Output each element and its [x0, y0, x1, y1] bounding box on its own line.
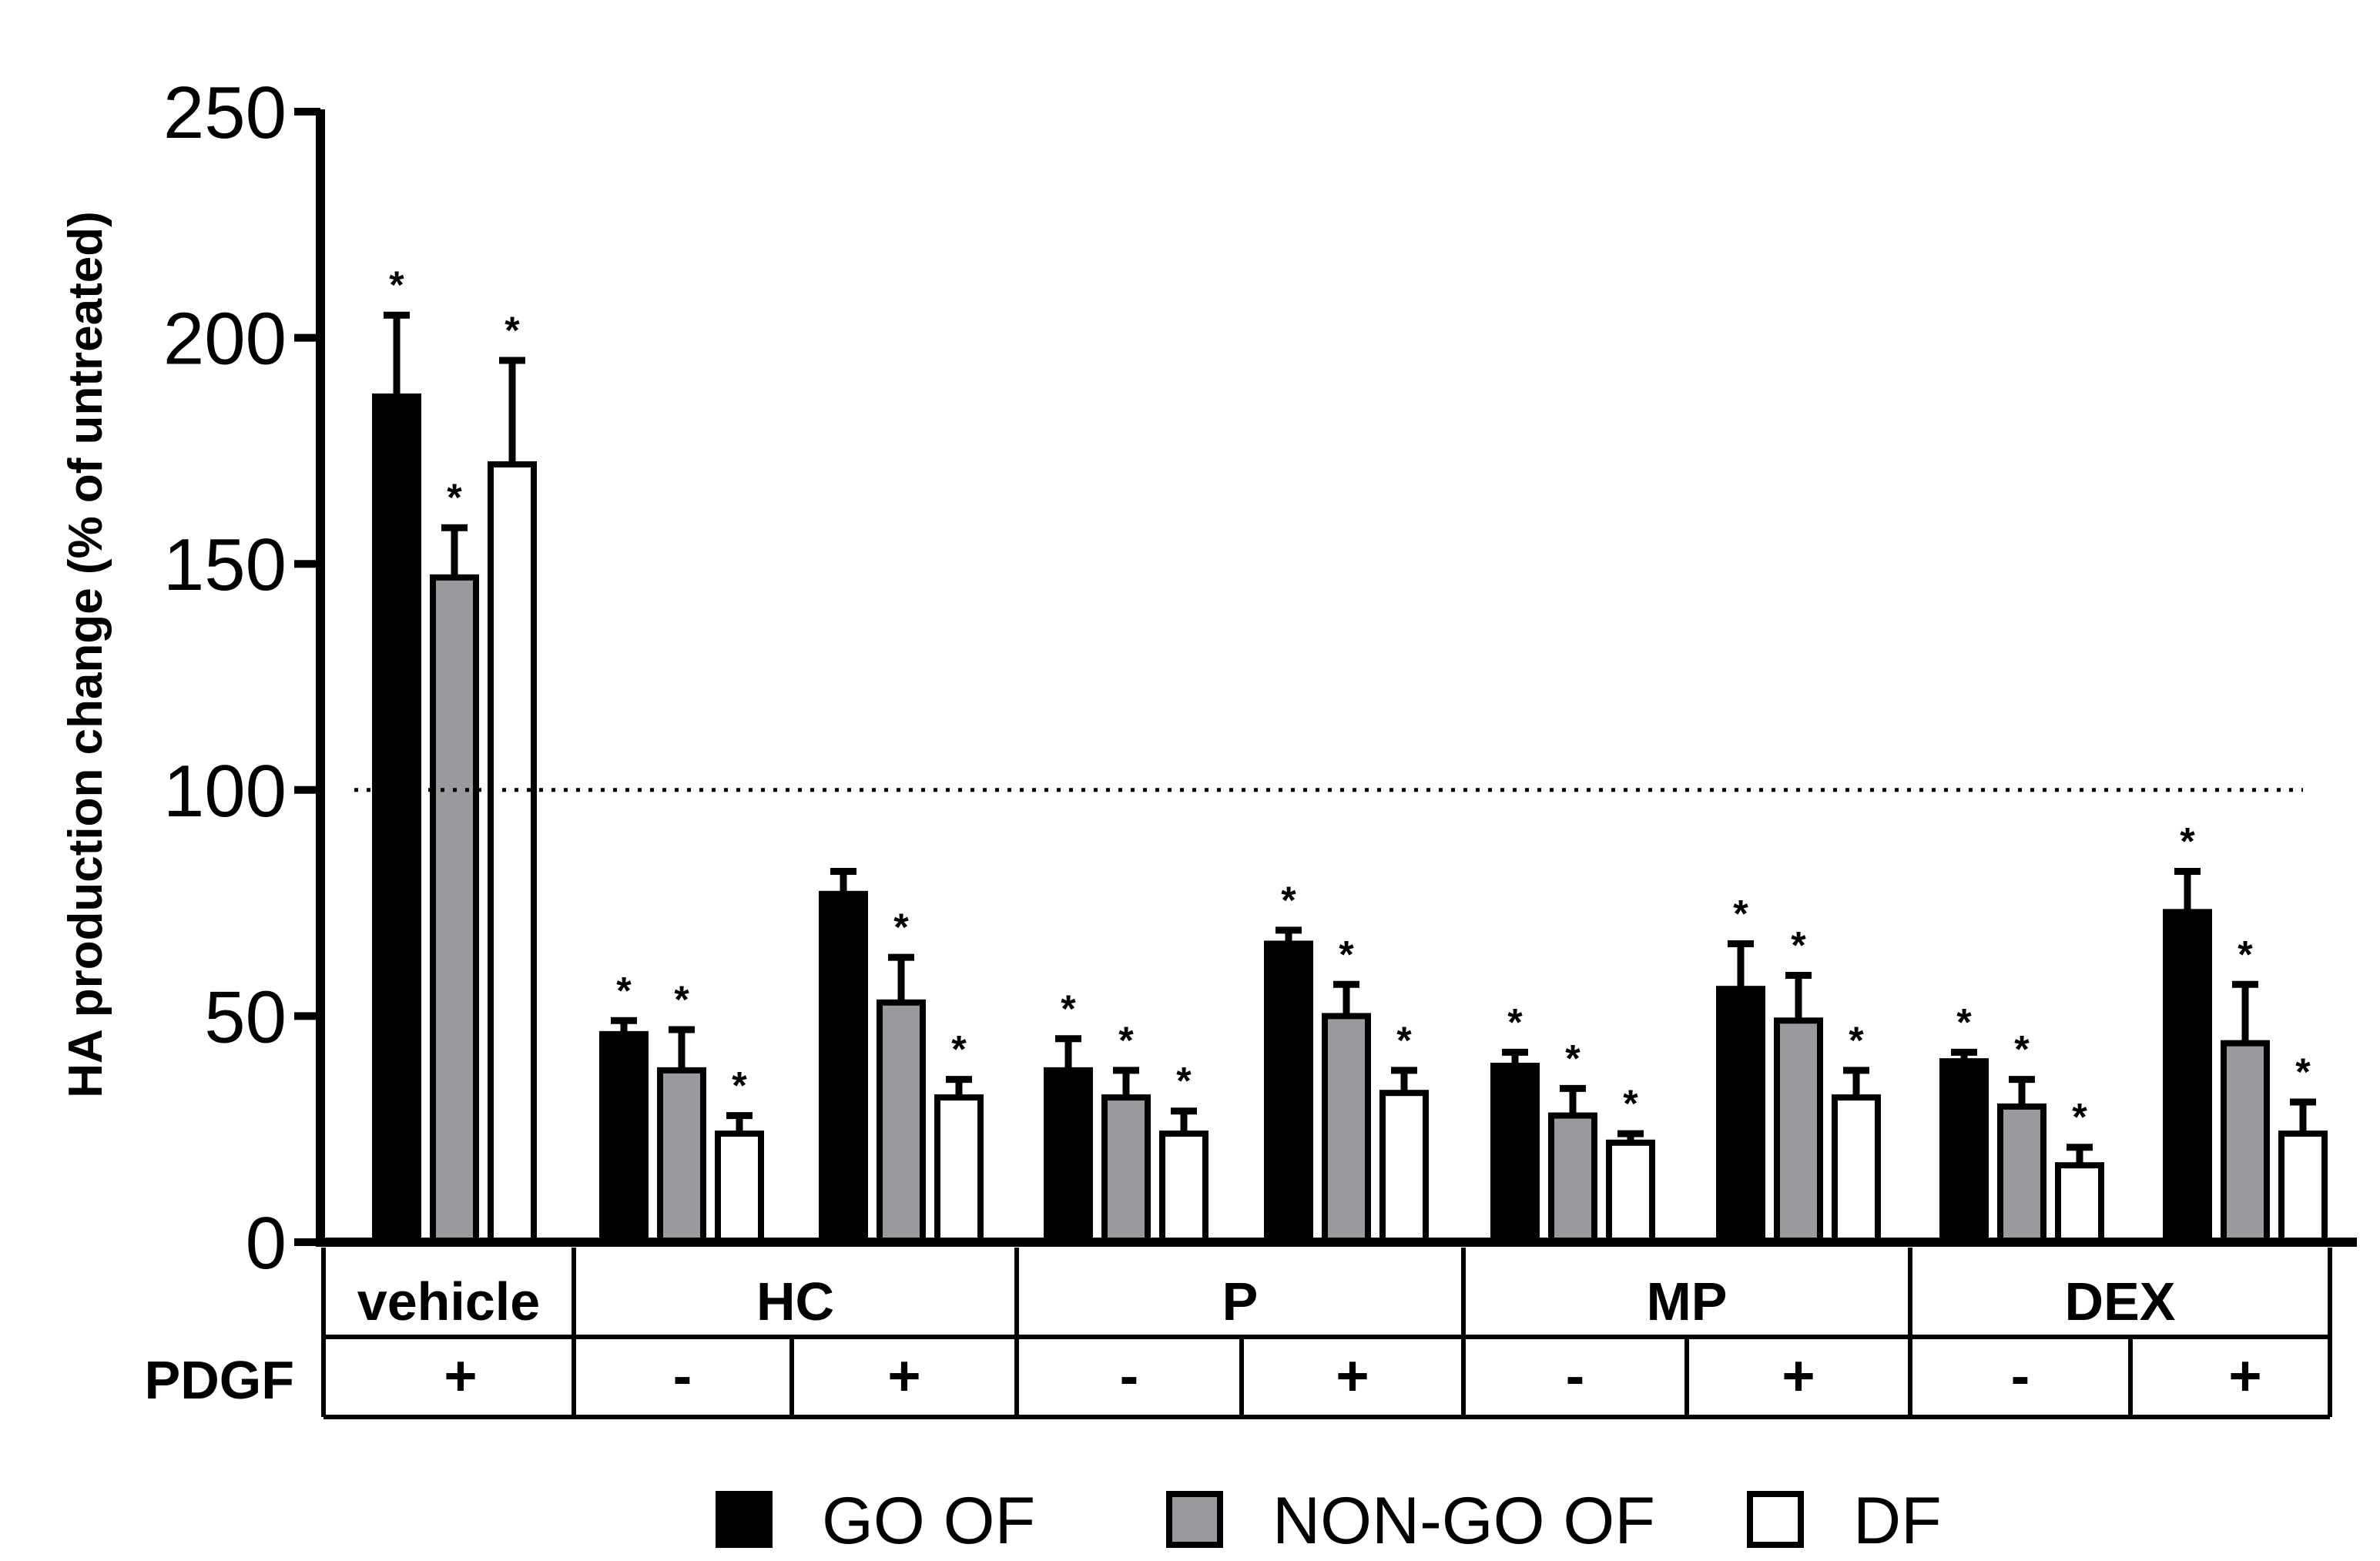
significance-star-df-8: *: [2295, 1050, 2311, 1094]
pdgf-sign-3: -: [1120, 1344, 1139, 1408]
bar-df-5: [1606, 1139, 1655, 1246]
y-tick-label-200: 200: [163, 298, 287, 380]
significance-star-non-go-of-0: *: [447, 476, 462, 519]
y-tick-label-150: 150: [163, 524, 287, 606]
bar-go-of-3: [1044, 1067, 1093, 1246]
bar-non-go-of-3: [1101, 1094, 1151, 1245]
bar-df-0: [488, 461, 537, 1245]
significance-star-go-of-5: *: [1507, 1000, 1523, 1043]
bar-go-of-7: [1939, 1058, 1989, 1245]
significance-star-df-2: *: [951, 1028, 967, 1071]
legend-swatch-df: [1747, 1491, 1804, 1548]
y-tick-label-250: 250: [163, 72, 287, 154]
category-label-p: P: [1222, 1271, 1259, 1332]
bar-go-of-4: [1264, 940, 1313, 1245]
bar-go-of-2: [819, 890, 868, 1245]
significance-star-df-0: *: [504, 309, 520, 352]
significance-star-go-of-7: *: [1956, 1000, 1972, 1043]
error-bars-layer: [384, 311, 2316, 1166]
y-tick-label-0: 0: [246, 1202, 287, 1285]
significance-star-df-3: *: [1176, 1060, 1192, 1103]
bar-df-4: [1379, 1090, 1429, 1245]
bar-go-of-0: [372, 393, 421, 1245]
bar-go-of-5: [1490, 1062, 1540, 1245]
category-label-mp: MP: [1647, 1271, 1728, 1332]
bar-non-go-of-8: [2221, 1040, 2270, 1245]
bar-non-go-of-7: [1997, 1103, 2046, 1245]
significance-star-non-go-of-6: *: [1791, 924, 1806, 967]
bar-non-go-of-2: [877, 999, 926, 1246]
bar-df-2: [934, 1094, 984, 1245]
bar-non-go-of-1: [657, 1067, 706, 1246]
axes-layer: 0 50 100 150 200 250 HA production change (% o…: [59, 72, 2357, 1285]
category-label-hc: HC: [756, 1271, 834, 1332]
bar-df-8: [2278, 1131, 2328, 1246]
pdgf-sign-5: -: [1566, 1344, 1585, 1408]
pdgf-sign-1: -: [673, 1344, 692, 1408]
legend-label-go-of: GO OF: [822, 1484, 1035, 1558]
legend: GO OF NON-GO OF DF: [716, 1484, 1942, 1558]
y-tick-label-100: 100: [163, 750, 287, 832]
y-tick-label-50: 50: [204, 976, 287, 1058]
bars-layer: [372, 393, 2328, 1246]
significance-star-go-of-8: *: [2180, 819, 2195, 863]
significance-star-df-6: *: [1849, 1019, 1864, 1062]
legend-label-non-go-of: NON-GO OF: [1272, 1484, 1655, 1558]
pdgf-sign-6: +: [1782, 1344, 1815, 1408]
pdgf-sign-0: +: [444, 1344, 477, 1408]
bar-df-1: [715, 1131, 764, 1246]
significance-star-non-go-of-2: *: [893, 906, 909, 949]
y-axis-label: HA production change (% of untreated): [59, 211, 112, 1098]
bar-non-go-of-4: [1322, 1013, 1371, 1246]
significance-star-go-of-1: *: [616, 969, 632, 1012]
bar-df-6: [1832, 1094, 1881, 1245]
significance-star-non-go-of-5: *: [1565, 1037, 1581, 1080]
treatment-table: vehicle HC P MP DEX + - + - + - + - + PDGF: [145, 1248, 2332, 1419]
bar-df-7: [2055, 1162, 2104, 1246]
pdgf-sign-8: +: [2228, 1344, 2261, 1408]
significance-star-df-5: *: [1623, 1082, 1638, 1125]
pdgf-sign-2: +: [887, 1344, 920, 1408]
significance-star-go-of-6: *: [1733, 892, 1748, 935]
category-label-vehicle: vehicle: [357, 1271, 540, 1332]
significance-star-non-go-of-7: *: [2014, 1028, 2030, 1071]
bar-non-go-of-6: [1774, 1017, 1823, 1245]
pdgf-row-label: PDGF: [145, 1350, 294, 1410]
bar-non-go-of-0: [430, 574, 479, 1245]
category-label-dex: DEX: [2065, 1271, 2176, 1332]
pdgf-sign-4: +: [1336, 1344, 1369, 1408]
legend-label-df: DF: [1853, 1484, 1942, 1558]
significance-star-non-go-of-1: *: [674, 978, 689, 1021]
legend-swatch-go-of: [716, 1491, 773, 1548]
significance-star-non-go-of-8: *: [2238, 933, 2253, 976]
significance-star-df-4: *: [1396, 1019, 1412, 1062]
significance-star-go-of-0: *: [389, 263, 404, 307]
bar-go-of-8: [2163, 909, 2212, 1245]
bar-df-3: [1159, 1131, 1208, 1246]
significance-star-df-7: *: [2072, 1096, 2087, 1139]
bar-non-go-of-5: [1548, 1112, 1597, 1245]
significance-star-df-1: *: [732, 1064, 747, 1107]
significance-star-non-go-of-3: *: [1118, 1019, 1134, 1062]
significance-layer: * * * * * * * * * * * * * * * * * * * * * * * * * *: [389, 263, 2311, 1138]
significance-star-non-go-of-4: *: [1339, 933, 1354, 976]
significance-star-go-of-3: *: [1061, 987, 1076, 1030]
bar-go-of-1: [599, 1030, 649, 1245]
significance-star-go-of-4: *: [1281, 879, 1296, 922]
bar-go-of-6: [1716, 986, 1765, 1245]
pdgf-sign-7: -: [2011, 1344, 2030, 1408]
legend-swatch-non-go-of: [1166, 1491, 1223, 1548]
